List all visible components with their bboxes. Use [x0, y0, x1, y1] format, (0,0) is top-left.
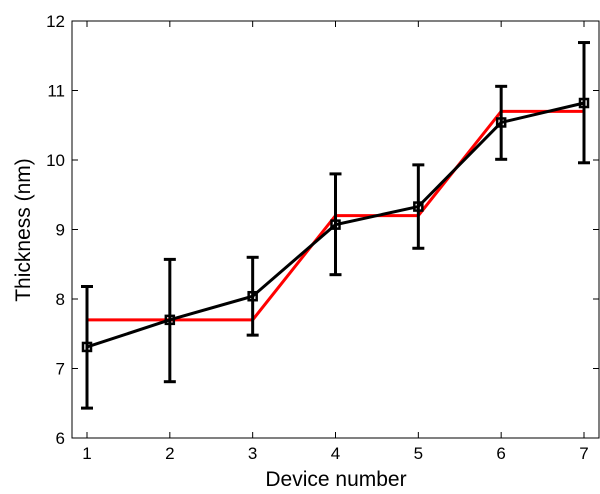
- error-bar: [578, 41, 590, 165]
- y-tick-label: 7: [56, 360, 65, 379]
- y-tick-label: 9: [56, 221, 65, 240]
- square-marker: [164, 314, 176, 326]
- y-tick-label: 10: [46, 151, 65, 170]
- x-axis-label: Device number: [265, 468, 406, 489]
- x-tick-label: 3: [248, 444, 257, 463]
- square-marker: [578, 97, 590, 109]
- square-marker: [247, 290, 258, 302]
- y-tick-label: 11: [47, 82, 65, 101]
- x-tick-label: 4: [331, 444, 340, 463]
- x-tick-label: 2: [165, 444, 174, 463]
- x-tick-label: 5: [414, 444, 423, 463]
- square-marker: [81, 341, 93, 353]
- error-bar: [163, 257, 176, 384]
- error-bar: [81, 284, 93, 410]
- error-bar: [412, 163, 425, 250]
- error-bar: [246, 255, 259, 337]
- x-tick-label: 1: [82, 444, 91, 463]
- y-tick-label: 6: [56, 429, 65, 448]
- square-marker: [495, 117, 507, 128]
- error-bar: [495, 84, 508, 161]
- x-tick-label: 6: [496, 444, 505, 463]
- square-marker: [330, 219, 341, 230]
- square-marker: [413, 201, 424, 212]
- series-layer: [81, 41, 590, 410]
- error-bar: [329, 172, 342, 277]
- y-tick-label: 12: [46, 12, 65, 31]
- y-tick-label: 8: [56, 290, 65, 309]
- y-axis-label: Thickness (nm): [12, 158, 35, 302]
- x-tick-label: 7: [579, 444, 588, 463]
